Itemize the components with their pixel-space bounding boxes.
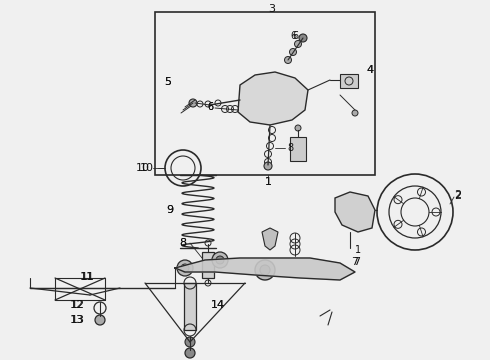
Circle shape <box>185 348 195 358</box>
Circle shape <box>285 57 292 63</box>
Text: 2: 2 <box>454 190 462 200</box>
Circle shape <box>264 162 272 170</box>
Circle shape <box>299 34 307 42</box>
Text: 3: 3 <box>269 4 275 14</box>
Text: 8: 8 <box>179 238 187 248</box>
Text: 4: 4 <box>367 65 373 75</box>
Circle shape <box>352 110 358 116</box>
Text: 1: 1 <box>265 177 271 187</box>
Circle shape <box>212 252 228 268</box>
Circle shape <box>295 125 301 131</box>
Circle shape <box>95 315 105 325</box>
Text: 11: 11 <box>81 272 95 282</box>
Text: 12: 12 <box>70 300 84 310</box>
Text: 10: 10 <box>136 163 150 173</box>
Bar <box>290 137 306 161</box>
Text: 14: 14 <box>211 300 225 310</box>
Polygon shape <box>238 72 308 125</box>
Polygon shape <box>262 228 278 250</box>
Text: 6: 6 <box>290 31 296 41</box>
Text: 4: 4 <box>367 65 373 75</box>
Text: 2: 2 <box>454 191 462 201</box>
Bar <box>340 74 358 88</box>
Text: 1: 1 <box>265 177 271 187</box>
Circle shape <box>290 49 296 55</box>
Circle shape <box>216 256 224 264</box>
Text: 6: 6 <box>292 31 298 41</box>
Polygon shape <box>335 192 375 232</box>
Text: 10: 10 <box>140 163 154 173</box>
Polygon shape <box>175 258 355 280</box>
Circle shape <box>181 264 189 272</box>
Text: 5: 5 <box>165 77 172 87</box>
Text: 13: 13 <box>70 315 84 325</box>
Text: 5: 5 <box>165 77 172 87</box>
Bar <box>184 283 196 330</box>
Text: 7: 7 <box>351 257 359 267</box>
Circle shape <box>189 99 197 107</box>
Circle shape <box>185 337 195 347</box>
Circle shape <box>294 40 301 48</box>
Text: 8: 8 <box>287 143 293 153</box>
Bar <box>155 12 375 175</box>
Text: 9: 9 <box>167 205 173 215</box>
Text: 7: 7 <box>353 257 361 267</box>
Text: 12: 12 <box>71 300 85 310</box>
Bar <box>202 252 214 278</box>
Circle shape <box>255 260 275 280</box>
Text: 6: 6 <box>207 102 213 112</box>
Text: 6: 6 <box>207 102 213 112</box>
Circle shape <box>177 260 193 276</box>
Text: 9: 9 <box>167 205 173 215</box>
Text: 8: 8 <box>179 238 187 248</box>
Text: 14: 14 <box>211 300 225 310</box>
Text: 1: 1 <box>355 245 361 255</box>
Text: 11: 11 <box>80 272 94 282</box>
Circle shape <box>260 265 270 275</box>
Text: 13: 13 <box>71 315 85 325</box>
